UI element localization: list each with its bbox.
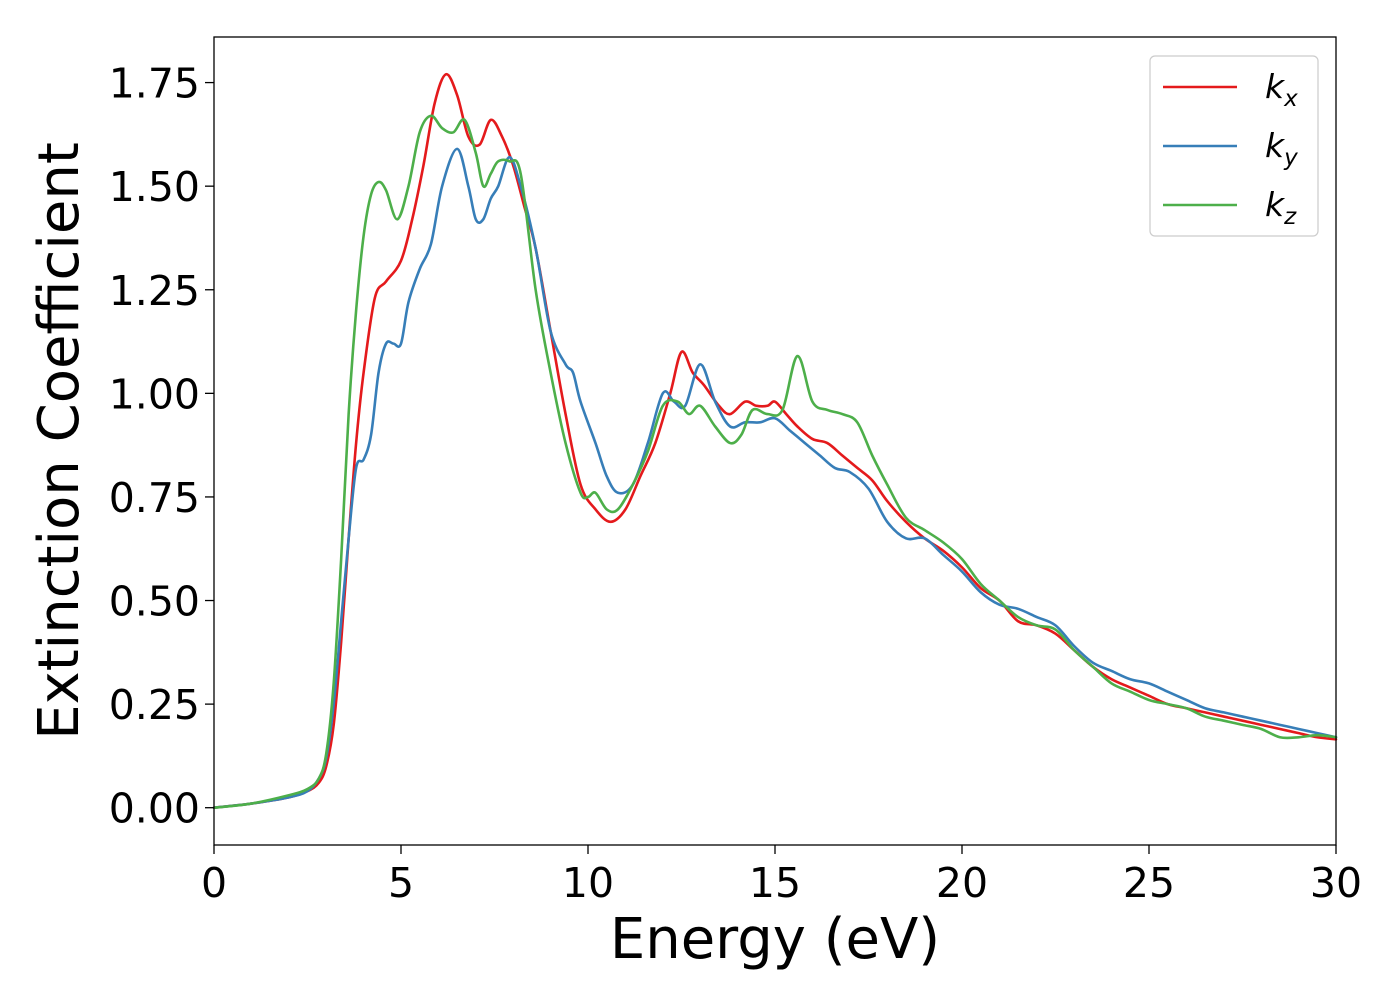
x-tick-label: 20 [936,859,988,907]
x-tick-label: 5 [388,859,414,907]
x-tick-label: 0 [201,859,227,907]
x-tick-label: 10 [562,859,614,907]
x-tick-label: 30 [1310,859,1362,907]
y-tick-label: 0.50 [109,578,200,626]
chart-root: 0 5 10 15 20 25 30 0.00 0.25 0.50 0.75 1.00 1.25 1.50… [0,0,1400,1000]
y-tick-label: 1.25 [109,267,200,315]
x-tick-label: 15 [749,859,801,907]
x-axis-title: Energy (eV) [610,907,940,972]
x-tick-label: 25 [1123,859,1175,907]
extinction-coefficient-chart: 0 5 10 15 20 25 30 0.00 0.25 0.50 0.75 1.00 1.25 1.50… [0,0,1400,1000]
y-tick-label: 0.75 [109,474,200,522]
y-tick-label: 1.00 [109,370,200,418]
y-tick-label: 0.25 [109,681,200,729]
y-tick-label: 1.75 [109,60,200,108]
y-axis-title: Extinction Coefficient [27,142,92,740]
y-tick-label: 0.00 [109,785,200,833]
y-tick-label: 1.50 [109,163,200,211]
legend: kxkykz [1150,56,1318,236]
series-line-y [214,149,1336,808]
